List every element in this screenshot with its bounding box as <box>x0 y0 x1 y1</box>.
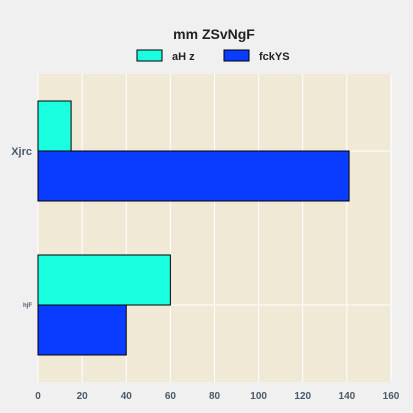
bar-aH-z-Xjrc <box>38 101 71 151</box>
x-tick-label-100: 100 <box>250 391 267 402</box>
x-tick-label-80: 80 <box>209 391 221 402</box>
bar-fckYS-Xjrc <box>38 151 349 201</box>
legend-swatch-aH-z <box>137 50 162 61</box>
x-tick-label-120: 120 <box>294 391 311 402</box>
x-tick-label-20: 20 <box>77 391 89 402</box>
x-tick-label-140: 140 <box>339 391 356 402</box>
y-category-label-hjF: hjF <box>23 303 32 309</box>
legend-label-fckYS: fckYS <box>259 51 290 63</box>
x-tick-label-160: 160 <box>383 391 400 402</box>
bar-fckYS-hjF <box>38 305 126 355</box>
x-tick-label-0: 0 <box>35 391 41 402</box>
x-tick-label-40: 40 <box>121 391 133 402</box>
legend-label-aH-z: aH z <box>172 51 195 63</box>
x-tick-label-60: 60 <box>165 391 177 402</box>
x-axis-tick-labels: 0 20 40 60 80 100 120 140 160 <box>35 391 400 402</box>
bar-aH-z-hjF <box>38 255 170 305</box>
y-category-label-Xjrc: Xjrc <box>11 146 32 158</box>
legend-swatch-fckYS <box>224 50 249 61</box>
y-axis-category-labels: Xjrc hjF <box>11 146 32 309</box>
chart-title: mm ZSvNgF <box>173 26 255 42</box>
legend: aH z fckYS <box>137 50 290 63</box>
